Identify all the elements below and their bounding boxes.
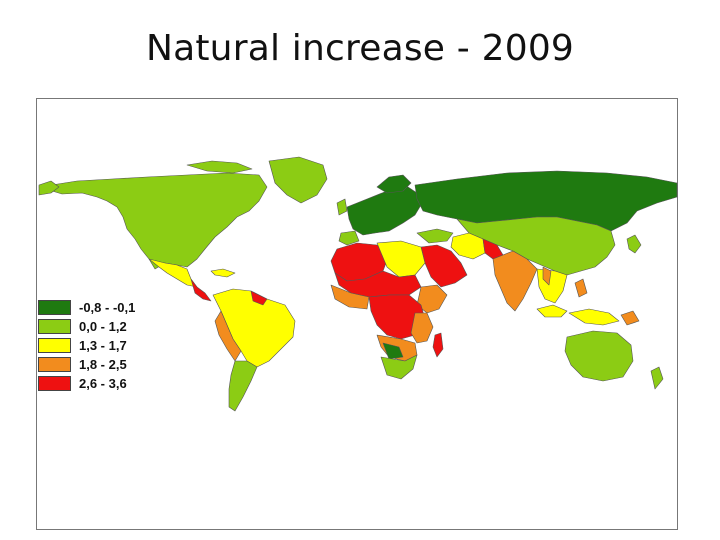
region-southern-africa-south (380, 354, 418, 380)
legend-swatch (38, 300, 71, 315)
region-japan (626, 234, 642, 254)
region-philippines (574, 278, 588, 298)
region-central-asia (456, 216, 616, 276)
region-papua (620, 310, 640, 326)
world-map-graphic (38, 156, 678, 412)
legend-item: 1,8 - 2,5 (38, 355, 135, 374)
region-arctic-islands (186, 160, 253, 174)
region-iberia (338, 230, 360, 246)
region-north-america (38, 172, 268, 270)
region-central-america (190, 278, 212, 302)
region-europe (346, 184, 422, 236)
region-guianas (250, 290, 268, 306)
legend-label: -0,8 - -0,1 (79, 300, 136, 315)
legend-swatch (38, 338, 71, 353)
region-south-america-south (228, 360, 258, 412)
legend-swatch (38, 376, 71, 391)
legend-item: 0,0 - 1,2 (38, 317, 135, 336)
legend-item: -0,8 - -0,1 (38, 298, 135, 317)
region-indonesia-east (568, 308, 620, 326)
page-title: Natural increase - 2009 (145, 28, 575, 69)
legend: -0,8 - -0,1 0,0 - 1,2 1,3 - 1,7 1,8 - 2,… (38, 298, 135, 393)
region-iran (450, 232, 486, 260)
region-australia (564, 330, 634, 382)
legend-label: 1,8 - 2,5 (79, 357, 127, 372)
region-east-africa (410, 312, 434, 344)
region-north-africa-east (376, 240, 426, 278)
region-greenland (268, 156, 328, 204)
world-map (36, 98, 678, 530)
legend-label: 0,0 - 1,2 (79, 319, 127, 334)
legend-swatch (38, 357, 71, 372)
region-turkey (416, 228, 454, 244)
region-madagascar (432, 332, 444, 358)
region-caribbean (210, 268, 236, 278)
legend-label: 2,6 - 3,6 (79, 376, 127, 391)
region-indonesia-west (536, 304, 568, 318)
region-indochina (542, 266, 552, 286)
legend-item: 2,6 - 3,6 (38, 374, 135, 393)
legend-label: 1,3 - 1,7 (79, 338, 127, 353)
region-southern-africa-mid (382, 342, 404, 360)
region-arabia (420, 244, 468, 288)
region-india (492, 250, 538, 312)
region-southeast-asia (536, 268, 568, 304)
region-west-africa (330, 284, 370, 310)
region-uk (336, 198, 348, 216)
region-scandinavia (376, 174, 412, 194)
region-new-zealand (650, 366, 664, 390)
region-alaska (38, 180, 60, 196)
legend-swatch (38, 319, 71, 334)
legend-item: 1,3 - 1,7 (38, 336, 135, 355)
